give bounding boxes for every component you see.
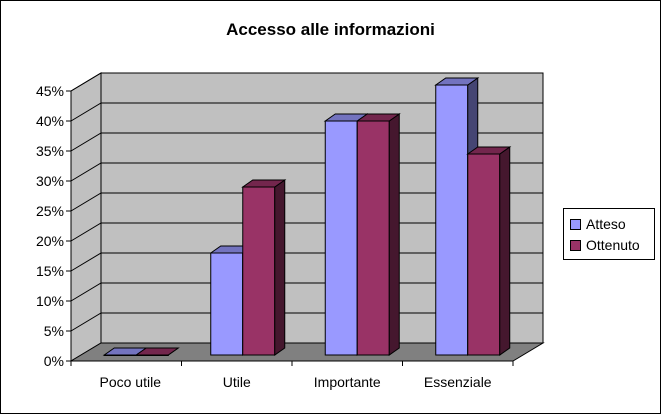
- y-tick-label: 30%: [36, 173, 64, 189]
- legend-swatch-atteso: [570, 218, 581, 230]
- bar-ottenuto-2-side: [388, 113, 400, 356]
- bar-ottenuto-3-top: [466, 146, 512, 155]
- legend-item-atteso: Atteso: [570, 215, 626, 233]
- y-tick-label: 20%: [36, 233, 64, 249]
- legend-item-ottenuto: Ottenuto: [570, 236, 640, 254]
- bar-ottenuto-2-top: [355, 113, 401, 122]
- legend-label-ottenuto: Ottenuto: [586, 237, 640, 253]
- gridline: [70, 102, 543, 122]
- y-tick-label: 5%: [44, 323, 64, 339]
- bar-ottenuto-3-side: [499, 146, 511, 356]
- y-tick-label: 10%: [36, 293, 64, 309]
- bar-atteso-2-front: [324, 120, 358, 356]
- bar-ottenuto-0-top: [134, 347, 180, 356]
- y-tick-label: 45%: [36, 83, 64, 99]
- y-tick-label: 35%: [36, 143, 64, 159]
- bar-ottenuto-1-top: [241, 179, 287, 188]
- chart-title: Accesso alle informazioni: [226, 20, 435, 39]
- bar-ottenuto-1-side: [274, 179, 286, 356]
- bar-ottenuto-1-front: [242, 186, 276, 356]
- y-tick-label: 0%: [44, 353, 64, 369]
- x-tick-label: Essenziale: [424, 374, 492, 390]
- bar-atteso-3-front: [435, 84, 469, 356]
- bar-ottenuto-2-front: [356, 120, 390, 356]
- legend-swatch-ottenuto: [570, 239, 581, 251]
- bar-atteso-1-front: [210, 252, 244, 356]
- y-tick-label: 15%: [36, 263, 64, 279]
- gridline: [70, 72, 543, 92]
- x-tick-label: Importante: [314, 374, 381, 390]
- x-tick-label: Poco utile: [100, 374, 162, 390]
- x-tick-label: Utile: [223, 374, 251, 390]
- bar-atteso-3-top: [434, 77, 480, 86]
- side-wall: [70, 72, 102, 362]
- legend-label-atteso: Atteso: [586, 216, 626, 232]
- y-tick-label: 40%: [36, 113, 64, 129]
- y-tick-label: 25%: [36, 203, 64, 219]
- legend: Atteso Ottenuto: [563, 208, 655, 260]
- bar-ottenuto-3-front: [467, 153, 501, 356]
